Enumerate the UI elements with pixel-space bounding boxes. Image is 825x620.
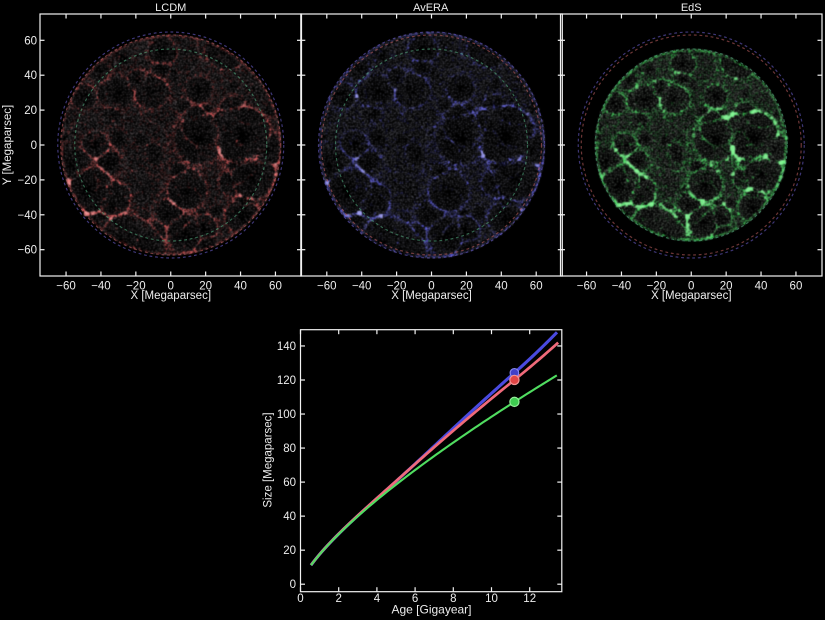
svg-text:Y [Megaparsec]: Y [Megaparsec] [2,105,14,185]
svg-text:60: 60 [24,35,37,47]
svg-text:−60: −60 [577,281,597,293]
svg-text:60: 60 [790,281,803,293]
svg-text:−60: −60 [56,281,76,293]
svg-text:20: 20 [283,545,296,557]
svg-text:0: 0 [168,281,174,293]
svg-text:Size [Megaparsec]: Size [Megaparsec] [263,412,275,507]
svg-text:20: 20 [24,105,37,117]
svg-text:−60: −60 [17,245,37,257]
svg-text:60: 60 [530,281,543,293]
svg-text:40: 40 [24,70,37,82]
svg-text:40: 40 [283,511,296,523]
svg-text:0: 0 [297,593,303,605]
svg-text:−20: −20 [17,175,37,187]
svg-text:EdS: EdS [681,2,702,14]
svg-text:0: 0 [290,579,296,591]
svg-text:0: 0 [688,281,694,293]
svg-text:120: 120 [277,375,296,387]
svg-text:6: 6 [412,593,418,605]
svg-text:X [Megaparsec]: X [Megaparsec] [130,290,211,302]
svg-text:−60: −60 [317,281,337,293]
svg-text:80: 80 [283,443,296,455]
svg-text:X [Megaparsec]: X [Megaparsec] [651,290,732,302]
svg-text:100: 100 [277,409,296,421]
svg-text:140: 140 [277,341,296,353]
svg-text:−40: −40 [352,281,372,293]
svg-text:12: 12 [523,593,536,605]
svg-text:X [Megaparsec]: X [Megaparsec] [391,290,472,302]
svg-text:40: 40 [495,281,508,293]
svg-text:AvERA: AvERA [413,2,449,14]
svg-text:Age [Gigayear]: Age [Gigayear] [391,603,471,617]
svg-text:40: 40 [234,281,247,293]
svg-text:0: 0 [31,140,37,152]
svg-text:60: 60 [283,477,296,489]
svg-text:−20: −20 [126,281,146,293]
svg-text:LCDM: LCDM [155,2,186,14]
svg-text:−40: −40 [91,281,111,293]
svg-text:8: 8 [450,593,456,605]
svg-text:0: 0 [428,281,434,293]
svg-text:4: 4 [374,593,381,605]
svg-text:20: 20 [720,281,733,293]
svg-text:−40: −40 [17,210,37,222]
svg-text:20: 20 [199,281,212,293]
svg-text:−20: −20 [387,281,407,293]
svg-text:−40: −40 [612,281,632,293]
svg-text:60: 60 [269,281,282,293]
svg-text:−20: −20 [647,281,667,293]
svg-text:20: 20 [460,281,473,293]
svg-text:40: 40 [755,281,768,293]
svg-text:10: 10 [485,593,498,605]
svg-text:2: 2 [335,593,341,605]
